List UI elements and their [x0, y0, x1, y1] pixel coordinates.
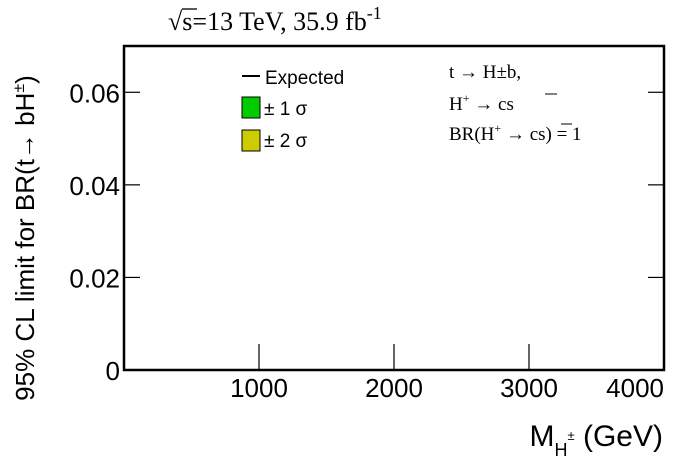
annotation-branching-ratio: BR(H+ → cs) = 1 — [449, 121, 582, 145]
y-axis-label: 95% CL limit for BR(t→ bH±) — [10, 75, 40, 401]
legend-1sigma-label: ± 1 σ — [264, 99, 308, 120]
y-tick-label: 0 — [106, 356, 120, 386]
annotation-hplus-rest: → cs — [470, 94, 514, 115]
title-energy: s=13 TeV, 35.9 fb — [182, 7, 367, 36]
ylabel-main: 95% CL limit for BR(t→ bH — [10, 93, 40, 401]
legend-1sigma-swatch — [241, 96, 261, 119]
legend-2sigma-swatch — [241, 129, 261, 152]
x-tick-label: 4000 — [606, 373, 664, 403]
sqrt-symbol: √ — [168, 7, 183, 36]
x-tick-label: 2000 — [365, 373, 423, 403]
annotation-br-rest: → cs) = 1 — [501, 124, 581, 145]
xlabel-sub: H — [555, 440, 568, 460]
annotation: t → H±b, H+ → cs BR(H+ → cs) = 1 — [449, 62, 582, 145]
annotation-hplus-sup: + — [463, 91, 470, 105]
xlabel-sup: ± — [568, 428, 575, 443]
annotation-hplus-main: H — [449, 94, 463, 115]
title-lumi-exponent: -1 — [367, 3, 382, 23]
y-tick-label: 0.04 — [69, 171, 120, 201]
x-tick-label: 3000 — [500, 373, 558, 403]
annotation-br-main: BR(H — [449, 124, 495, 145]
x-tick-label: 1000 — [230, 373, 288, 403]
y-axis-ticks: 0 0.02 0.04 0.06 — [69, 78, 664, 386]
legend-2sigma-label: ± 2 σ — [264, 131, 308, 152]
annotation-decay-line: t → H±b, — [449, 62, 521, 83]
xlabel-main: M — [530, 420, 555, 453]
x-axis-label: MH± (GeV) — [530, 420, 664, 460]
annotation-br-sup: + — [494, 121, 501, 135]
y-tick-label: 0.02 — [69, 263, 120, 293]
ylabel-close: ) — [10, 75, 40, 84]
x-axis-ticks: 1000 2000 3000 4000 — [230, 344, 664, 403]
annotation-hplus-decay: H+ → cs — [449, 91, 514, 115]
xlabel-unit: (GeV) — [575, 420, 663, 453]
legend-expected-label: Expected — [265, 68, 344, 89]
chart-title: √s=13 TeV, 35.9 fb-1 — [168, 3, 382, 36]
y-tick-label: 0.06 — [69, 78, 120, 108]
legend: Expected ± 1 σ ± 2 σ — [241, 68, 344, 152]
ylabel-sup: ± — [11, 84, 28, 93]
plot-frame — [122, 44, 666, 372]
